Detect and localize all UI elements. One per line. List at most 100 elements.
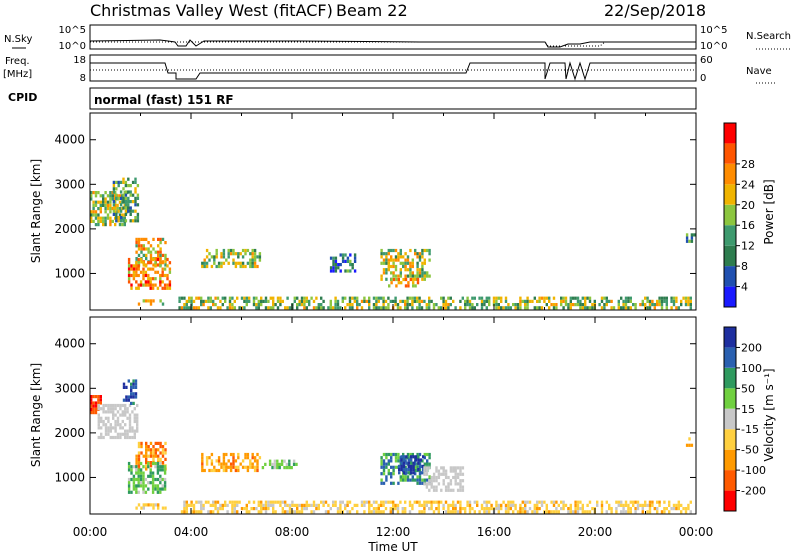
velocity-cell bbox=[564, 503, 568, 507]
power-cell bbox=[334, 296, 337, 300]
velocity-cell bbox=[203, 468, 206, 473]
velocity-cell bbox=[410, 464, 413, 468]
cpid-value: normal (fast) 151 RF bbox=[94, 93, 234, 107]
velocity-cell bbox=[97, 401, 100, 405]
velocity-cell bbox=[131, 435, 134, 440]
velocity-cell bbox=[377, 510, 380, 514]
velocity-cell bbox=[452, 469, 455, 473]
power-cell bbox=[246, 261, 250, 265]
power-cell bbox=[94, 213, 98, 217]
velocity-cell bbox=[135, 461, 138, 465]
power-cell bbox=[260, 296, 263, 300]
power-cell bbox=[397, 255, 400, 259]
velocity-cell bbox=[190, 503, 193, 507]
power-cell bbox=[99, 207, 102, 211]
velocity-cell bbox=[94, 401, 98, 405]
velocity-cell bbox=[370, 510, 373, 514]
velocity-cell bbox=[102, 435, 105, 440]
power-cell bbox=[166, 273, 169, 278]
power-cell bbox=[116, 203, 119, 207]
power-cell bbox=[112, 190, 116, 194]
power-cell bbox=[234, 252, 238, 256]
velocity-cell bbox=[690, 443, 694, 447]
velocity-cell bbox=[163, 477, 167, 482]
velocity-cell bbox=[245, 507, 248, 511]
velocity-cell bbox=[636, 503, 640, 507]
power-cell bbox=[149, 261, 152, 265]
power-colorbar-tick-label: 28 bbox=[741, 158, 755, 171]
velocity-cell bbox=[423, 507, 426, 511]
velocity-cell bbox=[112, 435, 115, 440]
velocity-cell bbox=[317, 507, 320, 511]
power-cell bbox=[136, 184, 140, 188]
power-cell bbox=[567, 303, 570, 307]
velocity-colorbar-swatch bbox=[724, 470, 736, 491]
power-cell bbox=[360, 306, 364, 310]
power-cell bbox=[94, 200, 98, 204]
velocity-cell bbox=[99, 395, 102, 399]
velocity-cell bbox=[130, 395, 133, 399]
power-cell bbox=[464, 306, 467, 310]
velocity-cell bbox=[581, 503, 584, 507]
power-cell bbox=[579, 303, 582, 307]
power-cell bbox=[341, 259, 345, 263]
velocity-cell bbox=[137, 461, 141, 465]
velocity-cell bbox=[485, 500, 488, 504]
velocity-cell bbox=[423, 462, 426, 466]
velocity-cell bbox=[389, 500, 392, 504]
power-cell bbox=[423, 277, 426, 281]
velocity-cell bbox=[97, 426, 100, 430]
power-cell bbox=[224, 296, 227, 300]
velocity-cell bbox=[401, 510, 404, 514]
velocity-cell bbox=[656, 507, 659, 511]
power-cell bbox=[629, 296, 632, 300]
velocity-cell bbox=[545, 510, 548, 514]
power-cell bbox=[192, 299, 196, 303]
freq-label: Freq. bbox=[5, 56, 30, 67]
velocity-cell bbox=[392, 452, 395, 457]
power-cell bbox=[459, 306, 462, 310]
power-cell bbox=[581, 306, 584, 310]
power-cell bbox=[246, 248, 250, 253]
power-cell bbox=[157, 253, 160, 257]
power-cell bbox=[322, 306, 325, 310]
noise-tick-top-left: 10^5 bbox=[59, 25, 86, 36]
velocity-cell bbox=[478, 510, 481, 514]
velocity-cell bbox=[244, 452, 247, 457]
velocity-cell bbox=[201, 452, 204, 457]
velocity-cell bbox=[212, 503, 215, 507]
velocity-cell bbox=[163, 481, 167, 485]
velocity-cell bbox=[416, 478, 419, 482]
velocity-cell bbox=[410, 461, 413, 465]
power-cell bbox=[320, 306, 323, 310]
velocity-cell bbox=[339, 507, 342, 511]
power-cell bbox=[267, 299, 270, 303]
power-cell bbox=[421, 274, 424, 278]
power-cell bbox=[337, 263, 340, 267]
velocity-cell bbox=[437, 510, 440, 514]
power-cell bbox=[509, 306, 512, 310]
velocity-cell bbox=[130, 385, 133, 389]
velocity-cell bbox=[430, 479, 433, 483]
power-cell bbox=[159, 257, 162, 262]
power-cell bbox=[407, 284, 410, 288]
power-cell bbox=[135, 244, 138, 248]
velocity-cell bbox=[382, 510, 385, 514]
power-cell bbox=[190, 306, 193, 310]
velocity-cell bbox=[658, 500, 661, 504]
velocity-cell bbox=[617, 503, 620, 507]
power-cell bbox=[264, 296, 268, 300]
power-cell bbox=[239, 252, 242, 256]
power-cell bbox=[684, 299, 688, 303]
power-cell bbox=[421, 277, 424, 281]
power-cell bbox=[344, 306, 347, 310]
velocity-cell bbox=[312, 510, 316, 514]
power-cell bbox=[117, 209, 120, 213]
velocity-cell bbox=[112, 426, 115, 430]
power-cell bbox=[168, 286, 172, 290]
power-cell bbox=[132, 277, 136, 281]
power-cell bbox=[245, 303, 248, 307]
power-cell bbox=[411, 274, 414, 278]
velocity-cell bbox=[653, 507, 656, 511]
